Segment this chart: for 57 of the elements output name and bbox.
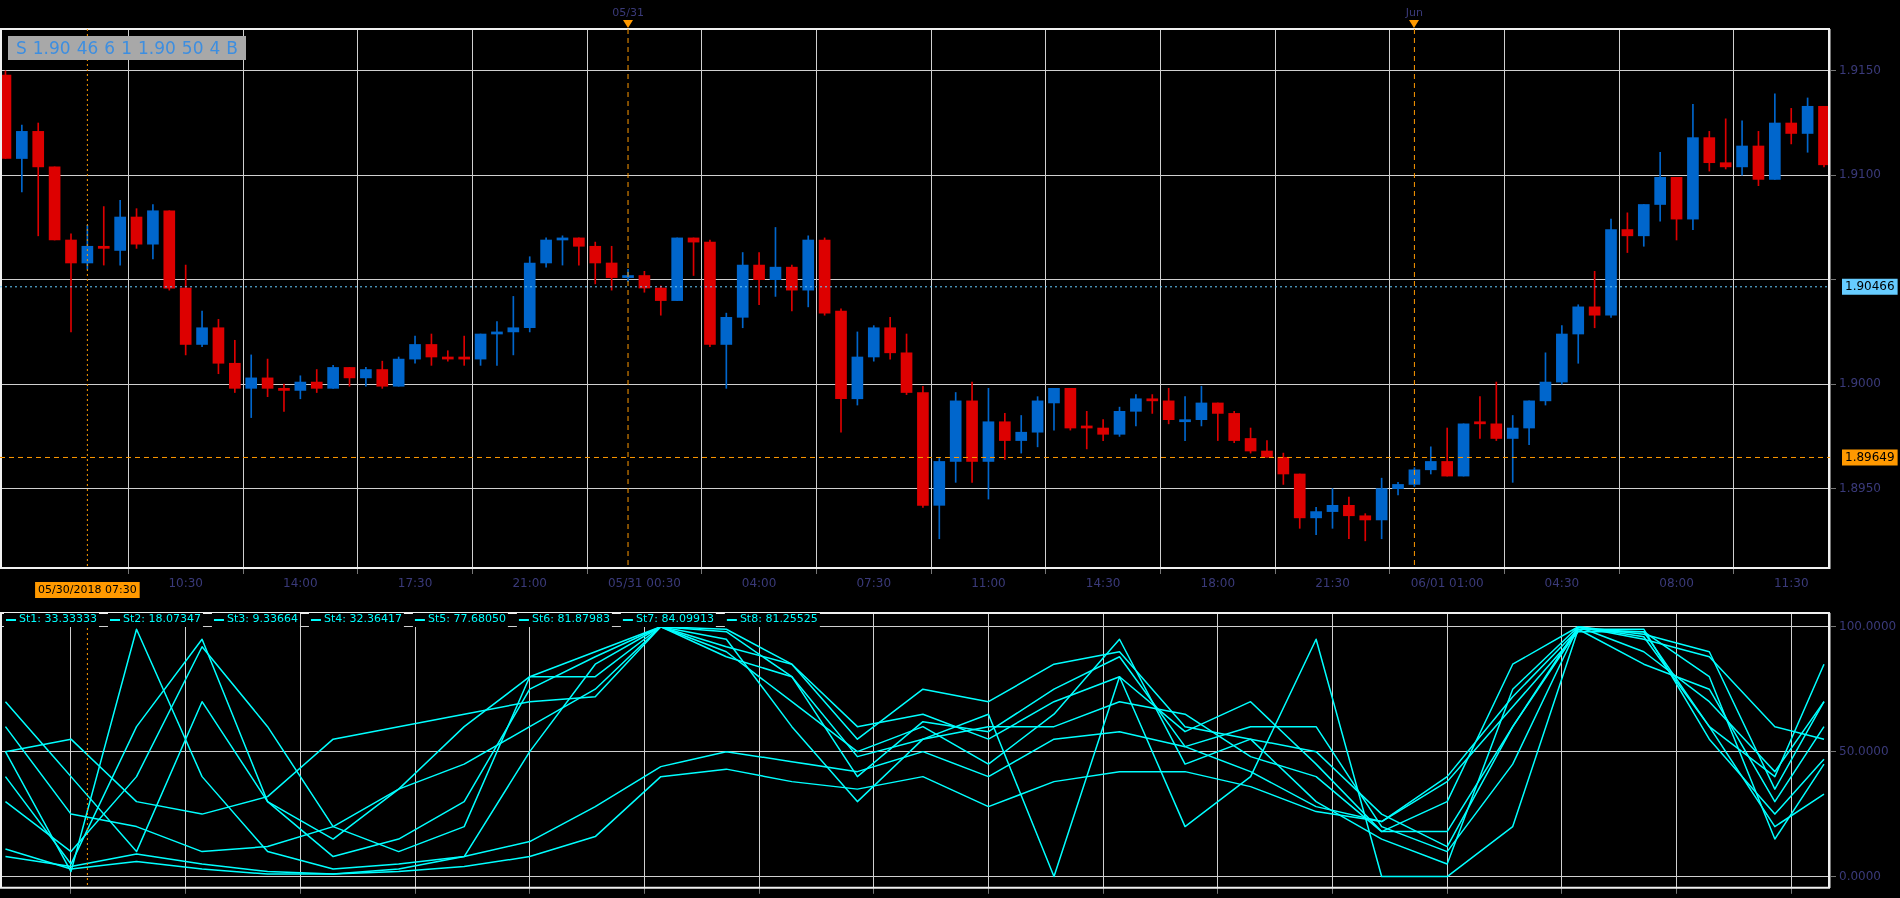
y-tick-label: 0.0000: [1839, 868, 1881, 883]
annotation: S: [16, 38, 27, 58]
ref-line-label: 05/31: [612, 6, 644, 20]
x-tick-label: 07:30: [856, 576, 892, 591]
annotation: 50: [181, 38, 204, 58]
ref-line-label: 1.90466: [1845, 278, 1895, 293]
ref-line-label: 05/30/2018 07:30: [38, 582, 137, 596]
annotation: 1.90: [32, 38, 71, 58]
x-tick-label: 11:30: [1773, 576, 1809, 591]
legend-label: St8: 81.25525: [739, 612, 818, 626]
legend-label: St3: 9.33664: [226, 612, 298, 626]
legend-label: St2: 18.07347: [122, 612, 201, 626]
legend-label: St6: 81.87983: [531, 612, 610, 626]
annotation: 6: [104, 38, 116, 58]
candlestick: [1490, 381, 1503, 441]
x-tick-label: 14:30: [1085, 576, 1121, 591]
y-tick-label: 1.9150: [1839, 62, 1881, 77]
candlestick: [245, 354, 258, 418]
annotation: 1.90: [137, 38, 176, 58]
candlestick: [1310, 507, 1322, 535]
legend-label: St1: 33.33333: [19, 612, 97, 626]
x-tick-label: 08:00: [1659, 576, 1694, 591]
y-tick-label: 1.9100: [1839, 167, 1881, 182]
y-tick-label: 1.9000: [1839, 376, 1881, 391]
x-tick-label: 21:30: [1315, 576, 1350, 591]
candlestick: [1474, 396, 1486, 439]
annotation: 1: [121, 38, 132, 58]
x-tick-label: 04:30: [1544, 576, 1580, 591]
candlestick: [65, 233, 77, 333]
y-tick-label: 100.0000: [1839, 618, 1897, 633]
candlestick: [1719, 118, 1732, 170]
legend-label: St5: 77.68050: [427, 612, 506, 626]
candlestick: [1015, 415, 1028, 454]
y-tick-label: 50.0000: [1839, 743, 1889, 758]
annotation: 46: [76, 38, 99, 58]
x-tick-label: 05/31 00:30: [607, 576, 681, 591]
ref-line-label: Jun: [1404, 6, 1424, 20]
x-tick-label: 14:00: [283, 576, 318, 591]
annotation: 4: [209, 38, 221, 58]
candlestick: [97, 206, 110, 266]
candlestick: [278, 383, 290, 412]
legend-label: St4: 32.36417: [323, 612, 402, 626]
candlestick: [1146, 394, 1159, 414]
x-tick-label: 17:30: [397, 576, 433, 591]
annotation: B: [226, 38, 238, 58]
legend-label: St7: 84.09913: [635, 612, 714, 626]
x-tick-label: 06/01 01:00: [1410, 576, 1484, 591]
ref-line-label: 1.89649: [1845, 449, 1895, 464]
x-tick-label: 10:30: [168, 576, 203, 591]
x-tick-label: 18:00: [1200, 576, 1236, 591]
x-tick-label: 11:00: [971, 576, 1006, 591]
x-tick-label: 04:00: [741, 576, 777, 591]
x-tick-label: 21:00: [512, 576, 548, 591]
candlestick: [1179, 396, 1191, 441]
candlestick: [1359, 513, 1372, 542]
candlestick: [1506, 415, 1519, 483]
y-tick-label: 1.8950: [1839, 480, 1881, 495]
